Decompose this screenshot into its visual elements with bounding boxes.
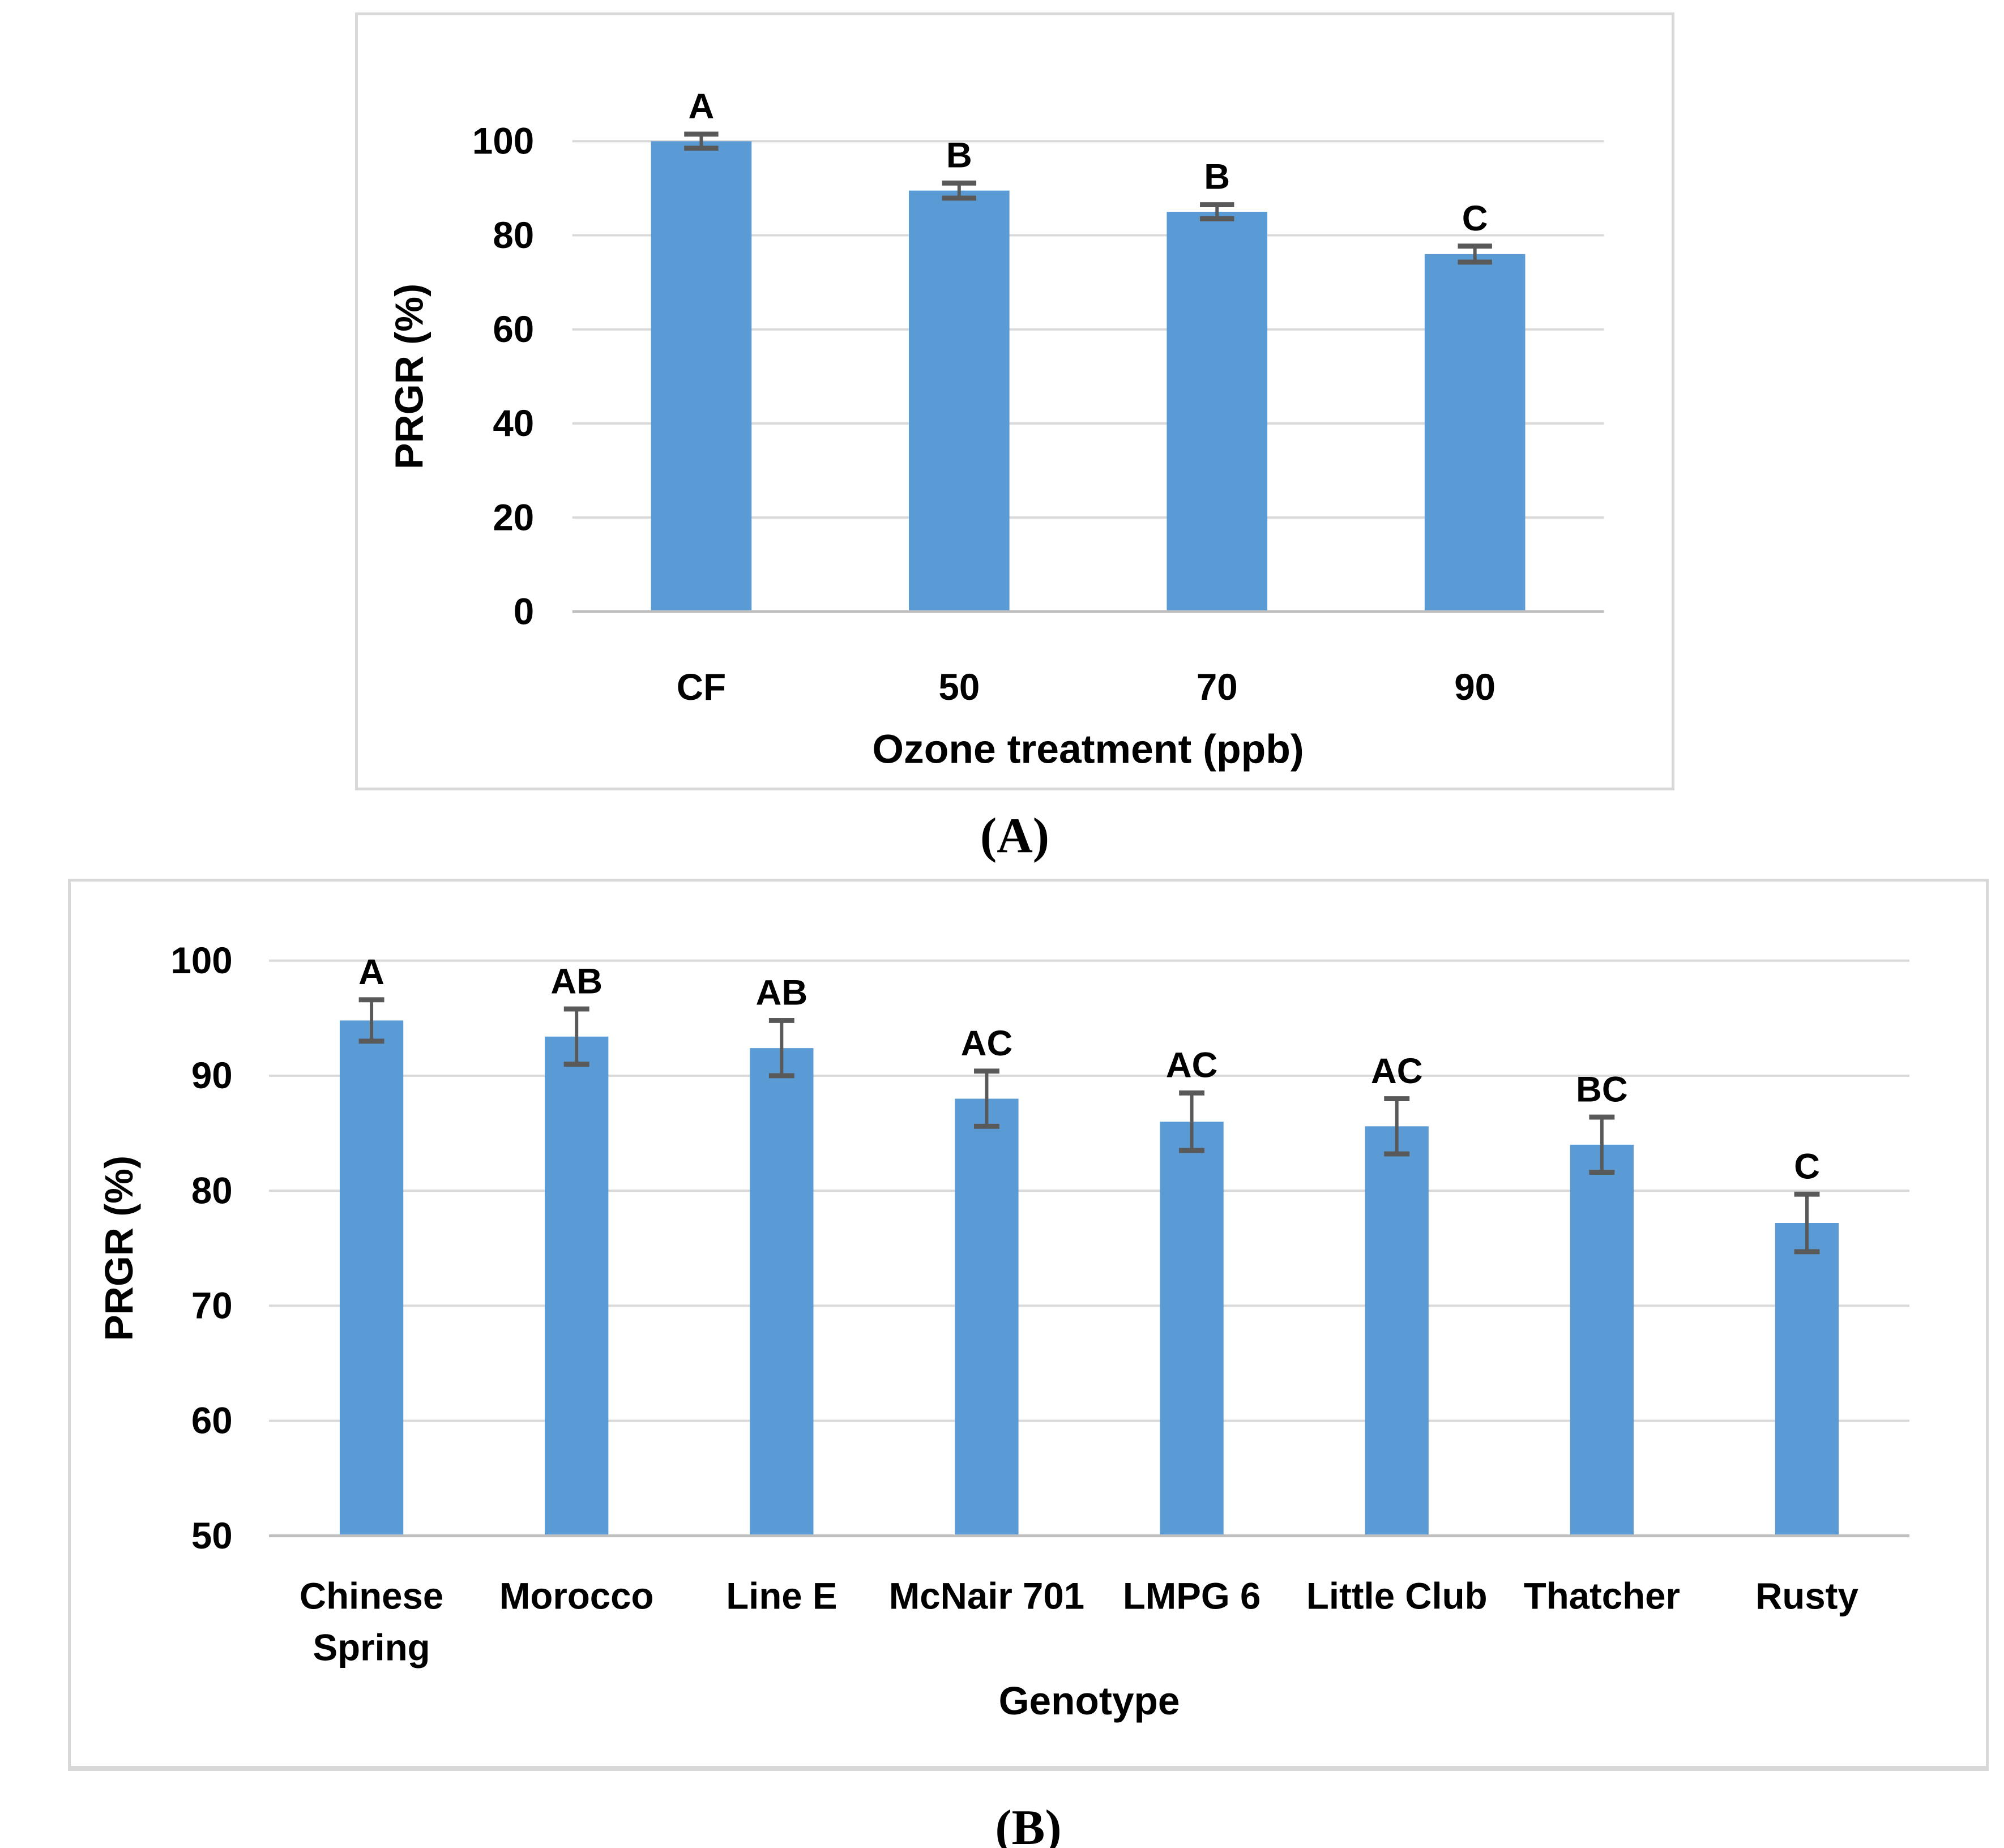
significance-letter: AC — [1166, 1046, 1218, 1085]
x-axis-title: Genotype — [999, 1679, 1180, 1723]
y-axis-tick-label: 90 — [191, 1055, 233, 1096]
bar — [1160, 1122, 1224, 1536]
significance-letter: B — [946, 135, 972, 176]
bar — [1365, 1126, 1429, 1536]
y-axis-tick-label: 60 — [191, 1400, 233, 1441]
bar — [1424, 254, 1526, 612]
x-axis-title: Ozone treatment (ppb) — [872, 726, 1304, 772]
bar — [1775, 1222, 1839, 1536]
x-axis-category-label: Rusty — [1755, 1575, 1858, 1616]
y-axis-title: PRGR (%) — [387, 284, 431, 469]
bar — [1570, 1144, 1634, 1536]
significance-letter: A — [688, 86, 714, 126]
x-axis-category-label: LMPG 6 — [1123, 1575, 1261, 1616]
y-axis-title: PRGR (%) — [97, 1156, 141, 1341]
y-axis-tick-label: 20 — [493, 497, 534, 538]
bar — [955, 1098, 1019, 1536]
significance-letter: B — [1204, 157, 1230, 197]
x-axis-category-label: 50 — [938, 666, 980, 708]
significance-letter: BC — [1576, 1070, 1628, 1109]
bar-chart-genotype: 50 60 70 80 90 100 PRGR (%) A Chinese Spring AB Mor… — [97, 940, 1910, 1723]
x-axis-category-label: CF — [677, 666, 726, 708]
x-axis-category-label: 70 — [1197, 666, 1238, 708]
significance-letter: AB — [550, 961, 603, 1001]
significance-letter: AC — [1371, 1051, 1423, 1091]
y-axis-tick-label: 100 — [170, 940, 232, 981]
y-axis-tick-label: 80 — [191, 1170, 233, 1211]
y-axis-tick-label: 0 — [514, 591, 534, 632]
bar — [651, 141, 752, 612]
panel-a-caption: (A) — [980, 808, 1050, 863]
panel-a-chart: 0 20 40 60 80 100 PRGR (%) A CF B 50 B 70 C 90 Ozone tr… — [355, 12, 1674, 790]
y-axis-tick-label: 50 — [191, 1515, 233, 1556]
x-axis-category-label: Line E — [726, 1575, 837, 1616]
bar-chart-ozone-treatment: 0 20 40 60 80 100 PRGR (%) A CF B 50 B 70 C 90 Ozone tr… — [387, 86, 1604, 772]
x-axis-category-label: McNair 701 — [889, 1575, 1084, 1616]
bar — [750, 1048, 814, 1536]
y-axis-tick-label: 70 — [191, 1285, 233, 1327]
x-axis-category-label: Chinese Spring — [300, 1575, 443, 1668]
y-axis-tick-label: 60 — [493, 309, 534, 350]
y-axis-tick-label: 80 — [493, 215, 534, 256]
x-axis-category-label: Little Club — [1306, 1575, 1488, 1616]
bar — [909, 190, 1010, 612]
panel-b-chart: 50 60 70 80 90 100 PRGR (%) A Chinese Spring AB Mor… — [68, 879, 1989, 1771]
bar — [339, 1020, 404, 1536]
x-axis-category-label: 90 — [1454, 666, 1495, 708]
significance-letter: AC — [961, 1024, 1013, 1063]
y-axis-tick-label: 40 — [493, 403, 534, 444]
x-axis-category-label: Thatcher — [1524, 1575, 1680, 1616]
significance-letter: A — [358, 952, 384, 992]
panel-b-caption: (B) — [995, 1800, 1062, 1848]
x-axis-category-label: Morocco — [499, 1575, 654, 1616]
significance-letter: AB — [756, 973, 808, 1013]
bar — [1166, 212, 1268, 612]
y-axis-tick-label: 100 — [472, 121, 534, 162]
significance-letter: C — [1794, 1147, 1820, 1186]
bar — [545, 1036, 609, 1536]
significance-letter: C — [1462, 198, 1488, 238]
